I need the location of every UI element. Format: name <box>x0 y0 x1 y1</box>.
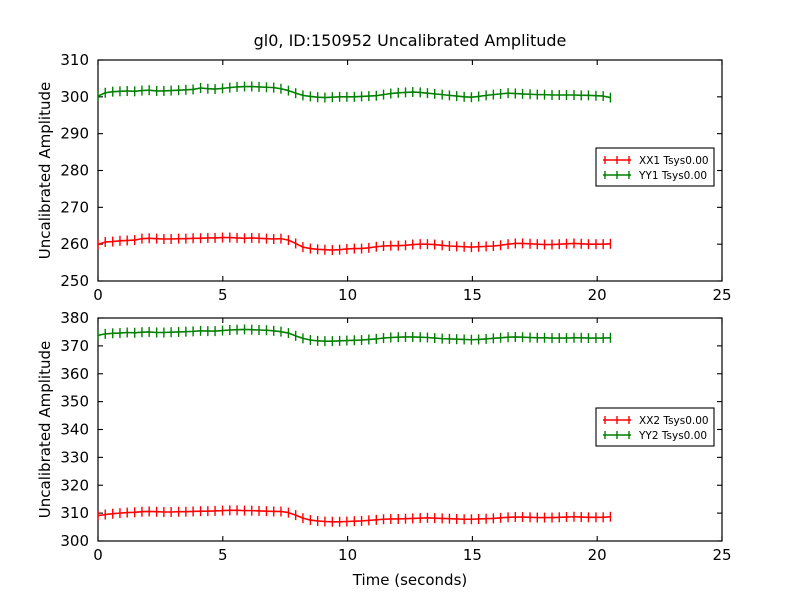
x-tick-label: 15 <box>463 546 482 564</box>
x-tick-label: 20 <box>588 546 607 564</box>
y-tick-label: 330 <box>60 448 89 466</box>
series-xx <box>97 505 612 527</box>
y-tick-label: 360 <box>60 365 89 383</box>
legend: XX2 Tsys0.00 YY2 Tsys0.00 <box>595 407 715 447</box>
y-tick-label: 300 <box>60 88 89 106</box>
y-tick-label: 290 <box>60 125 89 143</box>
y-tick-label: 310 <box>60 504 89 522</box>
panel-top-axes: 0 5 10 15 20 25 250 260 270 280 290 300 310 Uncalibra… <box>36 51 732 304</box>
x-tick-label: 25 <box>712 286 731 304</box>
y-axis-label: Uncalibrated Amplitude <box>36 341 54 518</box>
series-yy <box>97 81 612 103</box>
y-tick-label: 310 <box>60 51 89 69</box>
y-tick-label: 340 <box>60 421 89 439</box>
x-tick-label: 10 <box>338 546 357 564</box>
series-yy <box>97 324 612 347</box>
y-tick-label: 320 <box>60 476 89 494</box>
legend-label: XX1 Tsys0.00 <box>639 155 709 167</box>
y-tick-label: 300 <box>60 532 89 550</box>
x-tick-label: 15 <box>463 286 482 304</box>
y-tick-label: 380 <box>60 309 89 327</box>
x-tick-label: 5 <box>218 286 228 304</box>
panel-bottom-axes: 0 5 10 15 20 25 300 310 320 330 340 350 360 370 380 Unc… <box>36 309 732 589</box>
x-tick-label: 5 <box>218 546 228 564</box>
y-tick-label: 260 <box>60 235 89 253</box>
x-axis-label: Time (seconds) <box>352 571 468 589</box>
y-tick-label: 280 <box>60 162 89 180</box>
y-tick-label: 250 <box>60 272 89 290</box>
x-tick-label: 0 <box>93 546 103 564</box>
legend: XX1 Tsys0.00 YY1 Tsys0.00 <box>595 147 715 187</box>
x-tick-label: 25 <box>712 546 731 564</box>
y-tick-label: 370 <box>60 337 89 355</box>
x-tick-label: 20 <box>588 286 607 304</box>
legend-label: YY1 Tsys0.00 <box>638 170 707 182</box>
y-tick-label: 350 <box>60 393 89 411</box>
series-xx <box>97 232 612 256</box>
y-tick-label: 270 <box>60 198 89 216</box>
legend-label: XX2 Tsys0.00 <box>639 415 709 427</box>
y-axis-label: Uncalibrated Amplitude <box>36 82 54 259</box>
x-tick-label: 0 <box>93 286 103 304</box>
figure-title: gl0, ID:150952 Uncalibrated Amplitude <box>254 31 567 50</box>
x-tick-label: 10 <box>338 286 357 304</box>
legend-label: YY2 Tsys0.00 <box>638 430 707 442</box>
